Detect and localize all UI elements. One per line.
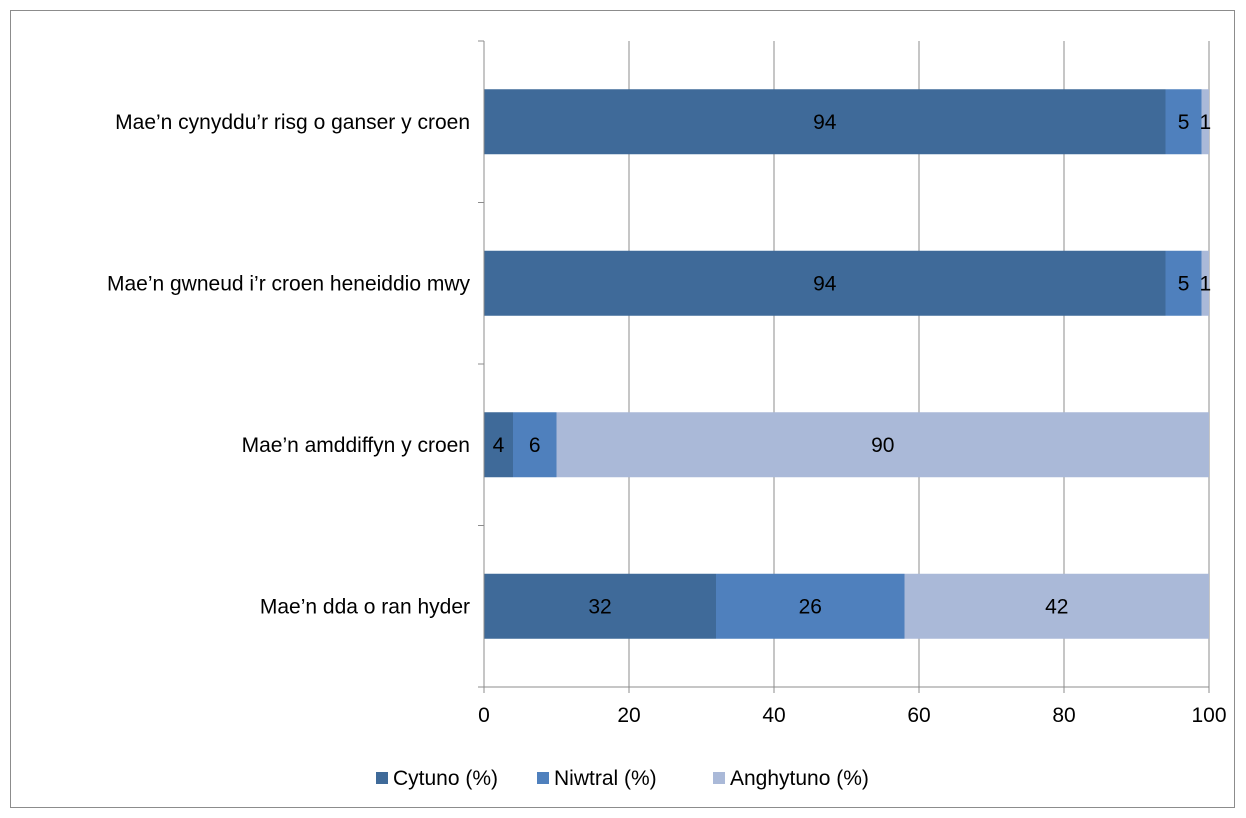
bar-segment (556, 412, 1209, 478)
data-label: 94 (813, 272, 837, 295)
bar-segment (716, 573, 905, 639)
legend: Cytuno (%) Niwtral (%) Anghytuno (%) (376, 767, 869, 790)
bar-segment (513, 412, 557, 478)
legend-swatch (537, 772, 549, 784)
x-tick-label: 20 (617, 704, 640, 727)
x-tick-label: 60 (907, 704, 930, 727)
data-label: 32 (588, 595, 611, 618)
data-label: 1 (1200, 111, 1212, 134)
bar-segment (484, 412, 513, 478)
category-label: Mae’n dda o ran hyder (260, 595, 470, 618)
x-tick-label: 40 (762, 704, 785, 727)
bar-segment (1201, 250, 1209, 316)
bars (484, 89, 1209, 639)
bar-segment (484, 573, 716, 639)
data-label: 90 (871, 434, 894, 457)
x-tick-label: 100 (1191, 704, 1226, 727)
legend-label: Anghytuno (%) (730, 767, 869, 790)
data-label: 94 (813, 111, 837, 134)
axes (478, 40, 1210, 693)
data-label: 5 (1178, 272, 1190, 295)
category-label: Mae’n cynyddu’r risg o ganser y croen (115, 111, 470, 134)
bar-segment (484, 250, 1166, 316)
legend-label: Cytuno (%) (393, 767, 498, 790)
data-label: 4 (493, 434, 505, 457)
x-tick-label: 80 (1052, 704, 1075, 727)
category-label: Mae’n amddiffyn y croen (242, 434, 470, 457)
chart-frame: 94 5 1 Mae’n cynyddu’r risg o ganser y croe… (10, 10, 1235, 808)
data-label: 1 (1200, 272, 1212, 295)
bar-segment (484, 89, 1166, 155)
bar-segment (904, 573, 1209, 639)
data-label: 5 (1178, 111, 1190, 134)
legend-swatch (713, 772, 725, 784)
bar-segment (1165, 250, 1202, 316)
x-tick-label: 0 (478, 704, 490, 727)
bar-segment (1165, 89, 1202, 155)
legend-swatch (376, 772, 388, 784)
data-label: 26 (799, 595, 822, 618)
data-label: 42 (1045, 595, 1068, 618)
data-label: 6 (529, 434, 541, 457)
bar-segment (1201, 89, 1209, 155)
category-label: Mae’n gwneud i’r croen heneiddio mwy (107, 272, 471, 295)
legend-label: Niwtral (%) (554, 767, 657, 790)
